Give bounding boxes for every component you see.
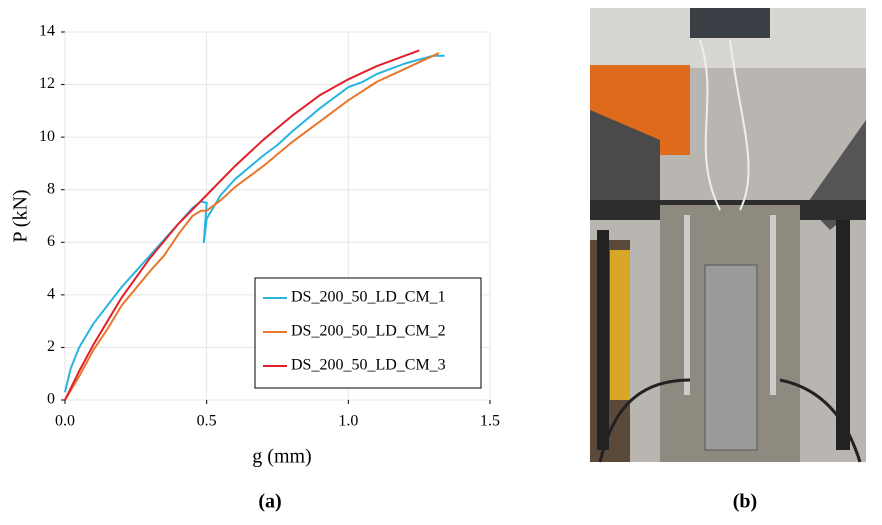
- photo: [590, 8, 866, 463]
- series-line: [64, 54, 445, 393]
- legend-label: DS_200_50_LD_CM_1: [291, 289, 446, 306]
- legend-label: DS_200_50_LD_CM_2: [291, 323, 446, 340]
- legend: [254, 277, 482, 389]
- series-line: [64, 52, 440, 401]
- x-tick-label: 0.5: [197, 413, 217, 430]
- y-tick-label: 14: [39, 23, 55, 40]
- caption: (a): [258, 491, 281, 513]
- legend-label: DS_200_50_LD_CM_3: [291, 357, 446, 374]
- y-tick-label: 4: [47, 286, 55, 303]
- caption: (b): [733, 491, 757, 513]
- y-axis-label: P (kN): [10, 189, 32, 242]
- y-tick-label: 0: [47, 391, 55, 408]
- y-tick-label: 10: [39, 128, 55, 145]
- y-tick-label: 2: [47, 338, 55, 355]
- y-tick-label: 8: [47, 180, 55, 197]
- x-tick-label: 1.0: [338, 413, 358, 430]
- x-tick-label: 0.0: [55, 413, 75, 430]
- x-axis-label: g (mm): [252, 446, 311, 468]
- series-line: [64, 49, 420, 401]
- x-tick-label: 1.5: [480, 413, 500, 430]
- y-tick-label: 6: [47, 233, 55, 250]
- y-tick-label: 12: [39, 75, 55, 92]
